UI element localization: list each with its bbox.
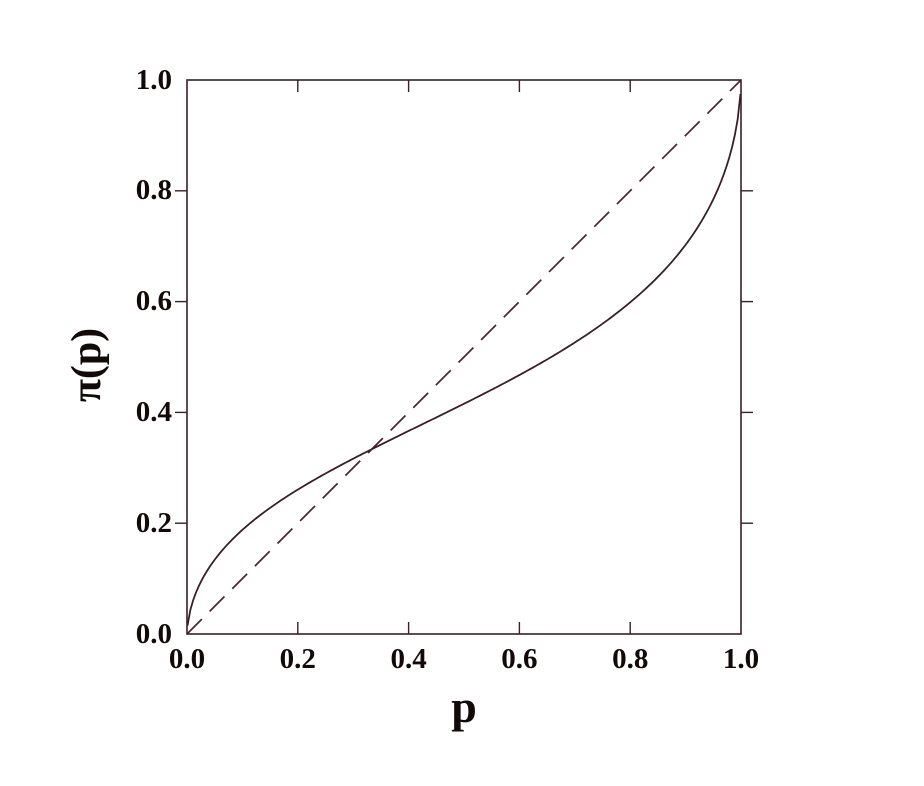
svg-text:0.8: 0.8 <box>612 643 648 675</box>
svg-text:1.0: 1.0 <box>136 64 172 96</box>
svg-text:0.6: 0.6 <box>136 285 172 317</box>
svg-text:0.4: 0.4 <box>136 396 172 428</box>
svg-text:1.0: 1.0 <box>723 643 759 675</box>
svg-text:0.0: 0.0 <box>136 618 172 650</box>
svg-text:0.6: 0.6 <box>501 643 537 675</box>
svg-text:π(p): π(p) <box>64 328 110 402</box>
svg-text:0.2: 0.2 <box>136 507 172 539</box>
svg-text:0.0: 0.0 <box>169 643 205 675</box>
svg-text:p: p <box>451 681 477 732</box>
svg-text:0.2: 0.2 <box>280 643 316 675</box>
svg-text:0.4: 0.4 <box>390 643 426 675</box>
svg-text:0.8: 0.8 <box>136 174 172 206</box>
